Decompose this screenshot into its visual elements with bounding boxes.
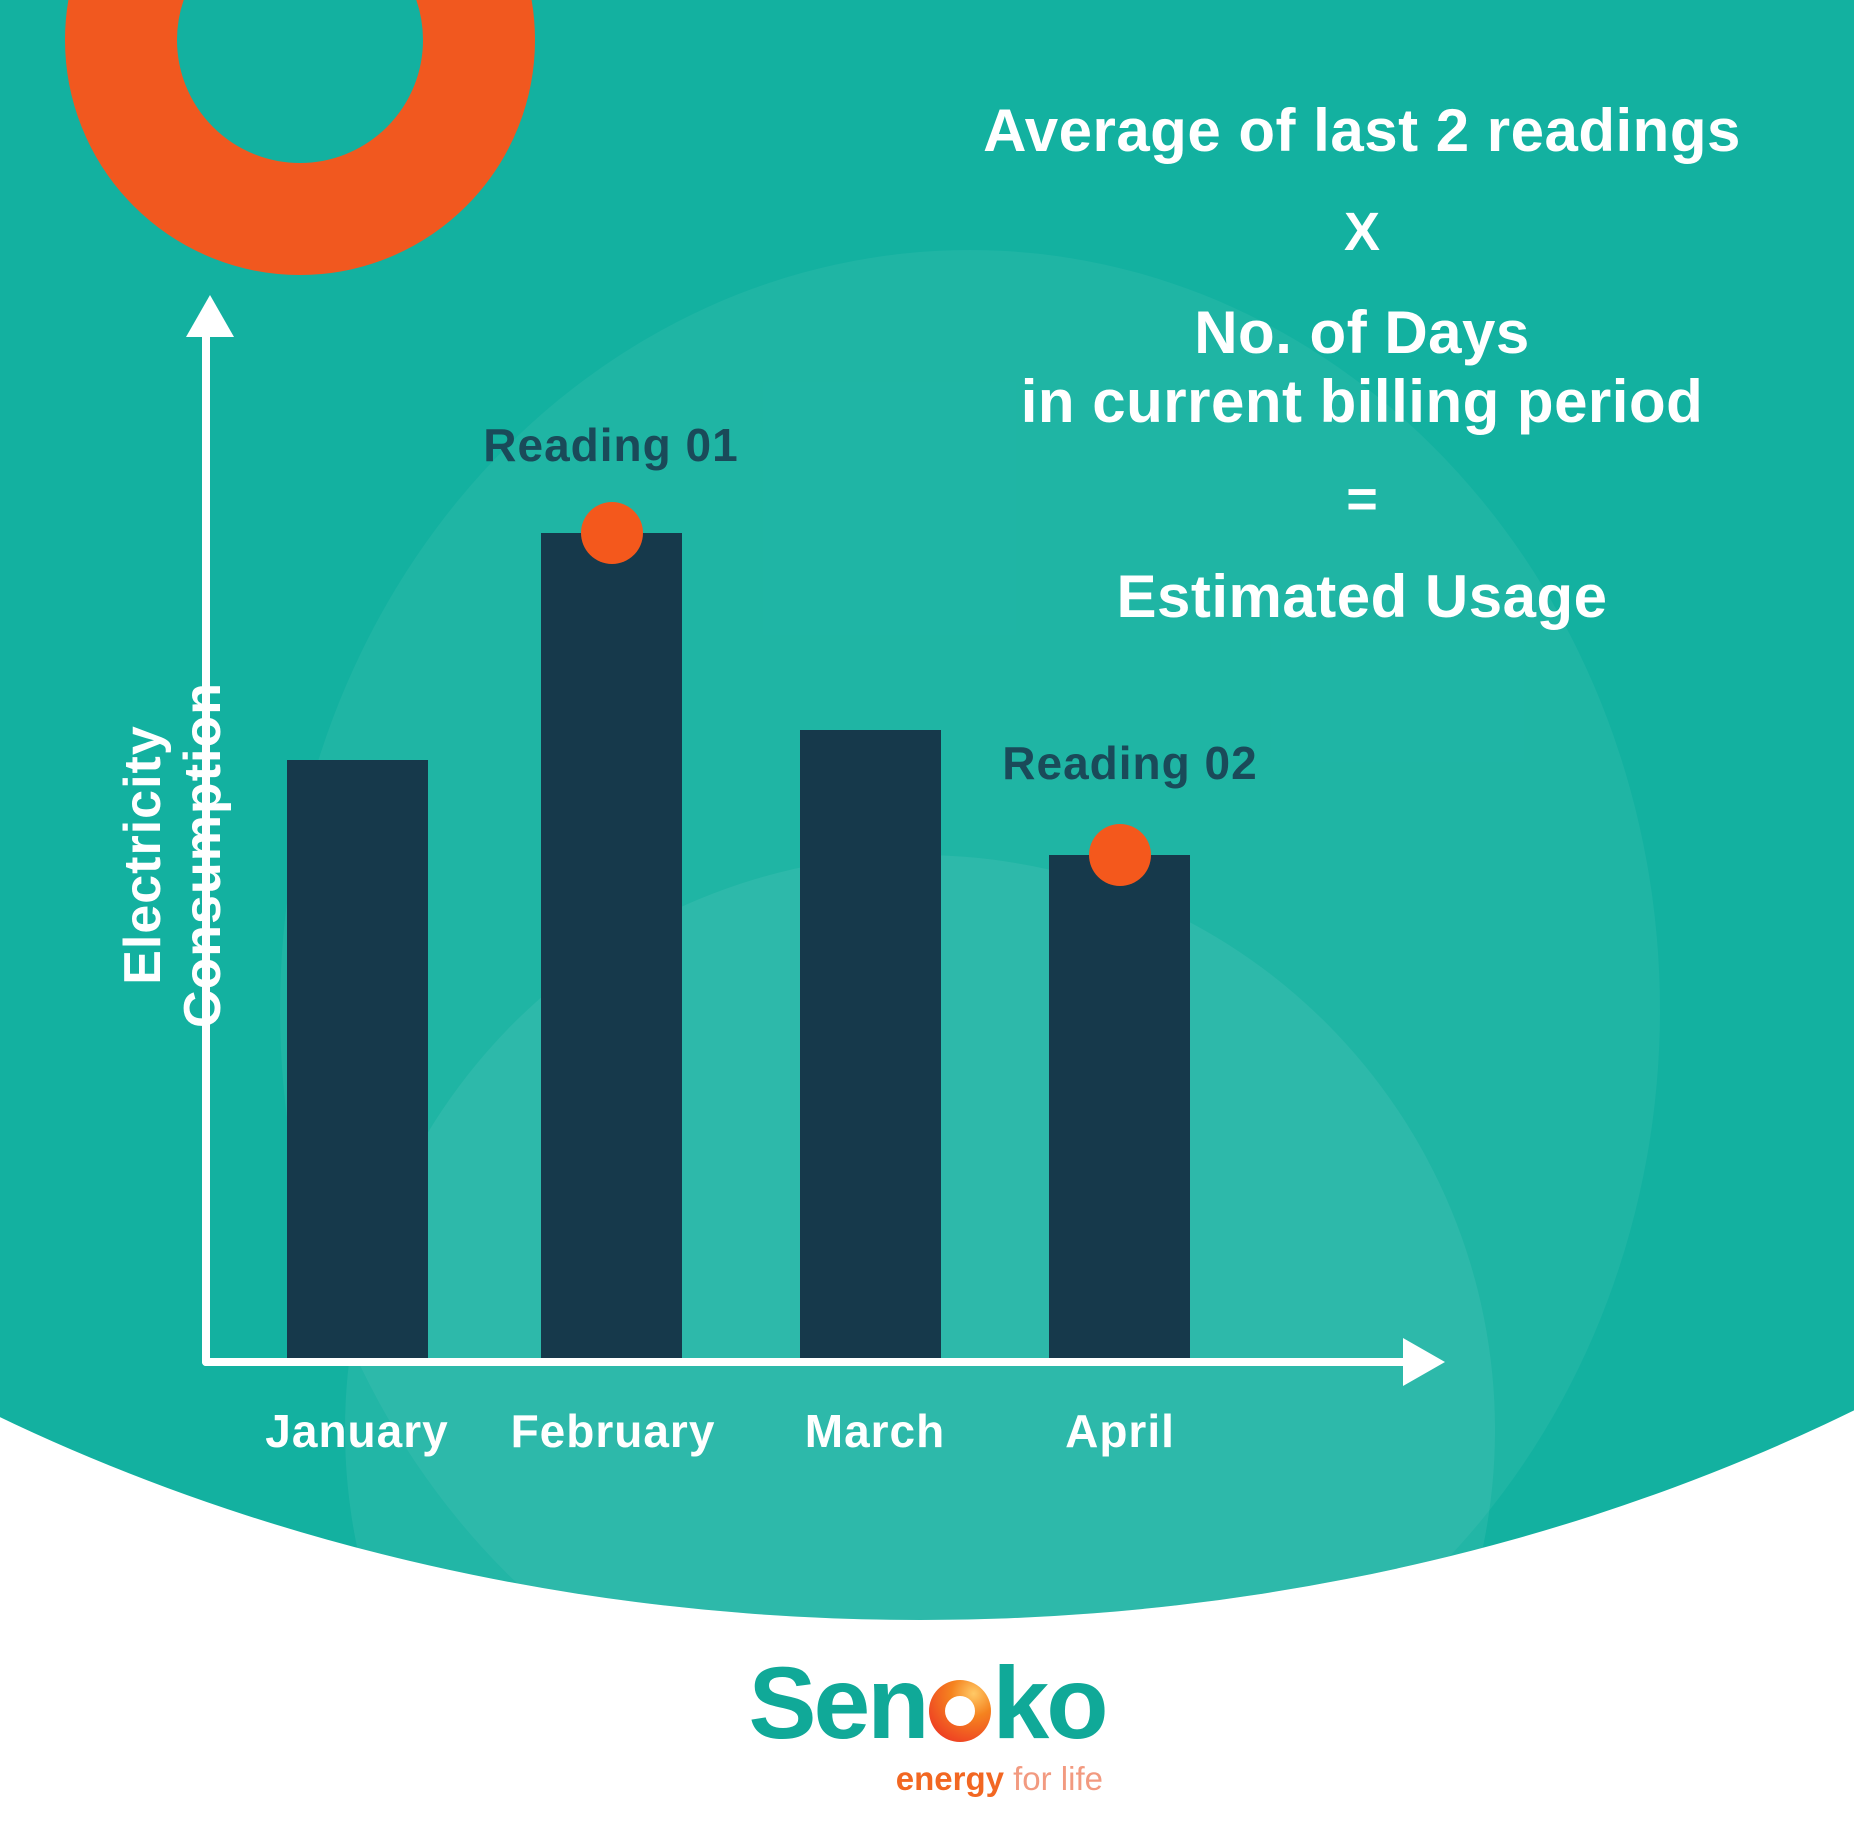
wordmark-suffix: ko: [992, 1646, 1109, 1760]
x-axis-arrow-icon: [1403, 1338, 1445, 1386]
senoko-wordmark: Sen ko: [748, 1646, 1109, 1760]
formula-line-days: No. of Days: [1194, 299, 1530, 367]
reading-02-dot-icon: [1088, 824, 1151, 886]
x-tick-january: January: [265, 1405, 449, 1457]
formula-equals-sign: =: [1346, 469, 1378, 530]
wordmark-prefix: Sen: [748, 1646, 929, 1760]
bar-april: [1049, 824, 1190, 1366]
y-axis-line: [202, 330, 210, 1366]
reading-02-label: Reading 02: [1002, 737, 1258, 789]
y-axis-arrow-icon: [186, 295, 234, 337]
x-axis-line: [202, 1358, 1407, 1366]
reading-01-label: Reading 01: [483, 419, 739, 471]
x-tick-march: March: [804, 1405, 946, 1457]
bar-march: [800, 730, 941, 1366]
formula-multiply-sign: X: [1343, 202, 1381, 262]
bar-january: [287, 760, 428, 1366]
y-axis-title: Electricity Consumption: [114, 681, 232, 1029]
tagline-for-life: for life: [1003, 1760, 1103, 1797]
formula-line-average: Average of last 2 readings: [983, 97, 1741, 164]
formula-line-billing-period: in current billing period: [1020, 368, 1704, 436]
formula-result: Estimated Usage: [1116, 562, 1608, 630]
tagline-energy: energy: [895, 1760, 1004, 1797]
x-tick-april: April: [1065, 1405, 1175, 1457]
reading-01-dot-icon: [580, 502, 643, 564]
bar-february: [541, 502, 682, 1366]
estimation-formula: Average of last 2 readings X No. of Days…: [897, 96, 1827, 631]
senoko-tagline: energy for life: [896, 1762, 1117, 1795]
background-blob-large: [280, 250, 1660, 1620]
senoko-o-ring-icon: [928, 1680, 991, 1742]
senoko-logo: Sen ko energy for life: [737, 1652, 1117, 1795]
x-tick-february: February: [510, 1405, 716, 1457]
